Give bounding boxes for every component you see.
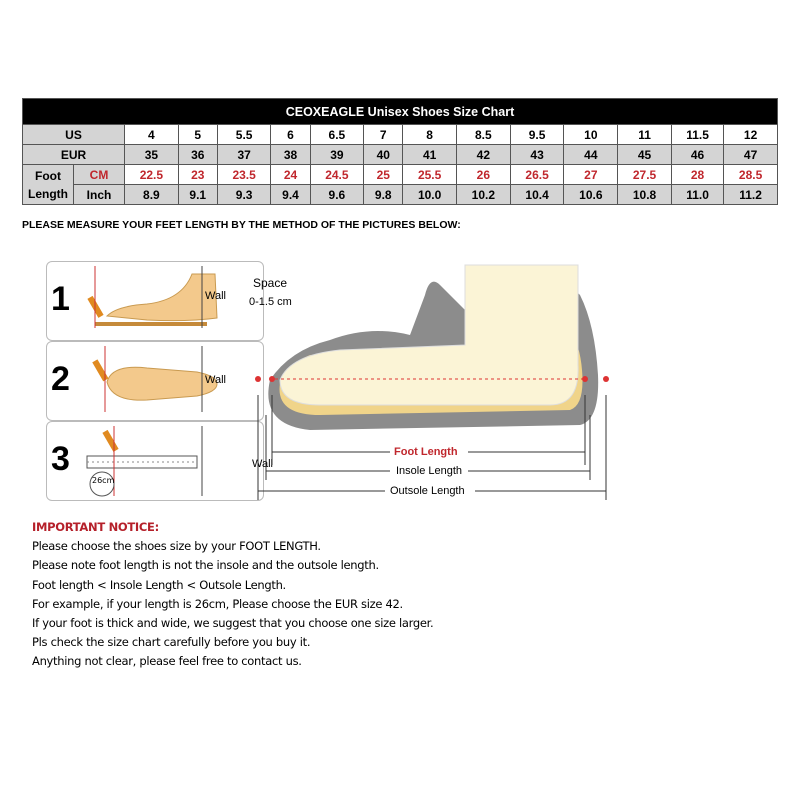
inch-cell: 10.8 xyxy=(617,184,672,205)
us-cell: 5.5 xyxy=(216,124,272,145)
notice-heading: IMPORTANT NOTICE: xyxy=(32,520,159,534)
cm-cell: 24 xyxy=(270,164,311,185)
eur-cell: 36 xyxy=(177,144,218,165)
us-cell: 12 xyxy=(723,124,778,145)
foot-label: Foot xyxy=(35,168,61,183)
eur-cell: 39 xyxy=(309,144,365,165)
chart-title: CEOXEAGLE Unisex Shoes Size Chart xyxy=(22,98,778,125)
us-label: US xyxy=(22,124,125,145)
inch-cell: 10.6 xyxy=(563,184,619,205)
cm-cell: 26 xyxy=(455,164,511,185)
eur-cell: 38 xyxy=(270,144,311,165)
notice-line: Anything not clear, please feel free to … xyxy=(32,654,302,669)
us-cell: 8.5 xyxy=(455,124,511,145)
eur-cell: 40 xyxy=(363,144,404,165)
us-cell: 9.5 xyxy=(509,124,565,145)
cm-cell: 24.5 xyxy=(309,164,365,185)
inch-cell: 9.6 xyxy=(309,184,365,205)
us-cell: 7 xyxy=(363,124,404,145)
eur-cell: 47 xyxy=(723,144,778,165)
space-label: Space xyxy=(253,276,288,290)
eur-cell: 46 xyxy=(670,144,725,165)
eur-cell: 45 xyxy=(617,144,672,165)
eur-cell: 41 xyxy=(402,144,457,165)
cm-cell: 22.5 xyxy=(124,164,179,185)
insole-length-label: Insole Length xyxy=(396,465,463,477)
notice-line: Please note foot length is not the insol… xyxy=(32,558,379,573)
step-number: 2 xyxy=(51,360,70,398)
foot-side-illustration xyxy=(87,266,218,328)
foot-length-label: Foot Length xyxy=(22,164,74,205)
wall-label: Wall xyxy=(205,290,226,302)
eur-cell: 35 xyxy=(124,144,179,165)
cm-cell: 26.5 xyxy=(509,164,565,185)
inch-cell: 11.0 xyxy=(670,184,725,205)
notice-line: Please choose the shoes size by your FOO… xyxy=(32,539,321,554)
inch-cell: 9.1 xyxy=(177,184,218,205)
shoe-diagram xyxy=(255,264,609,500)
inch-cell: 9.3 xyxy=(216,184,272,205)
notice-line: Pls check the size chart carefully befor… xyxy=(32,635,311,650)
instruction-text: PLEASE MEASURE YOUR FEET LENGTH BY THE M… xyxy=(22,219,461,231)
us-cell: 6 xyxy=(270,124,311,145)
us-cell: 10 xyxy=(563,124,619,145)
us-cell: 11.5 xyxy=(670,124,725,145)
space-range-label: 0-1.5 cm xyxy=(249,296,292,308)
cm-cell: 27 xyxy=(563,164,619,185)
foot-length-label: Foot Length xyxy=(394,446,458,458)
us-cell: 5 xyxy=(177,124,218,145)
step-3-panel: 3 Wall 26cm xyxy=(46,421,273,501)
inch-cell: 10.4 xyxy=(509,184,565,205)
ruler-label: 26cm xyxy=(92,476,115,485)
inch-cell: 10.0 xyxy=(402,184,457,205)
eur-cell: 44 xyxy=(563,144,619,165)
inch-cell: 9.4 xyxy=(270,184,311,205)
notice-line: For example, if your length is 26cm, Ple… xyxy=(32,596,403,611)
foot-top-illustration xyxy=(92,346,218,412)
wall-label: Wall xyxy=(205,374,226,386)
cm-cell: 23.5 xyxy=(216,164,272,185)
step-1-panel: 1 Wall xyxy=(46,261,264,341)
cm-cell: 28.5 xyxy=(723,164,778,185)
inch-cell: 8.9 xyxy=(124,184,179,205)
eur-cell: 43 xyxy=(509,144,565,165)
cm-label: CM xyxy=(73,164,125,185)
inch-cell: 10.2 xyxy=(455,184,511,205)
cm-cell: 25.5 xyxy=(402,164,457,185)
eur-label: EUR xyxy=(22,144,125,165)
cm-cell: 28 xyxy=(670,164,725,185)
cm-cell: 27.5 xyxy=(617,164,672,185)
eur-cell: 37 xyxy=(216,144,272,165)
us-cell: 6.5 xyxy=(309,124,365,145)
inch-label: Inch xyxy=(73,184,125,205)
us-cell: 8 xyxy=(402,124,457,145)
ruler-illustration xyxy=(86,426,203,497)
size-chart-table: CEOXEAGLE Unisex Shoes Size Chart US 4 5 5.… xyxy=(22,98,778,205)
step-number: 3 xyxy=(51,440,70,478)
outsole-length-label: Outsole Length xyxy=(390,485,465,497)
step-number: 1 xyxy=(51,280,70,318)
notice-line: If your foot is thick and wide, we sugge… xyxy=(32,616,434,631)
step-2-panel: 2 Wall xyxy=(46,341,264,421)
inch-cell: 11.2 xyxy=(723,184,778,205)
eur-cell: 42 xyxy=(455,144,511,165)
inch-cell: 9.8 xyxy=(363,184,404,205)
us-cell: 11 xyxy=(617,124,672,145)
us-cell: 4 xyxy=(124,124,179,145)
notice-line: Foot length < Insole Length < Outsole Le… xyxy=(32,577,286,592)
wall-label: Wall xyxy=(252,458,273,470)
cm-cell: 25 xyxy=(363,164,404,185)
length-label: Length xyxy=(28,186,68,201)
cm-cell: 23 xyxy=(177,164,218,185)
important-notice: IMPORTANT NOTICE: Please choose the shoe… xyxy=(32,518,434,672)
